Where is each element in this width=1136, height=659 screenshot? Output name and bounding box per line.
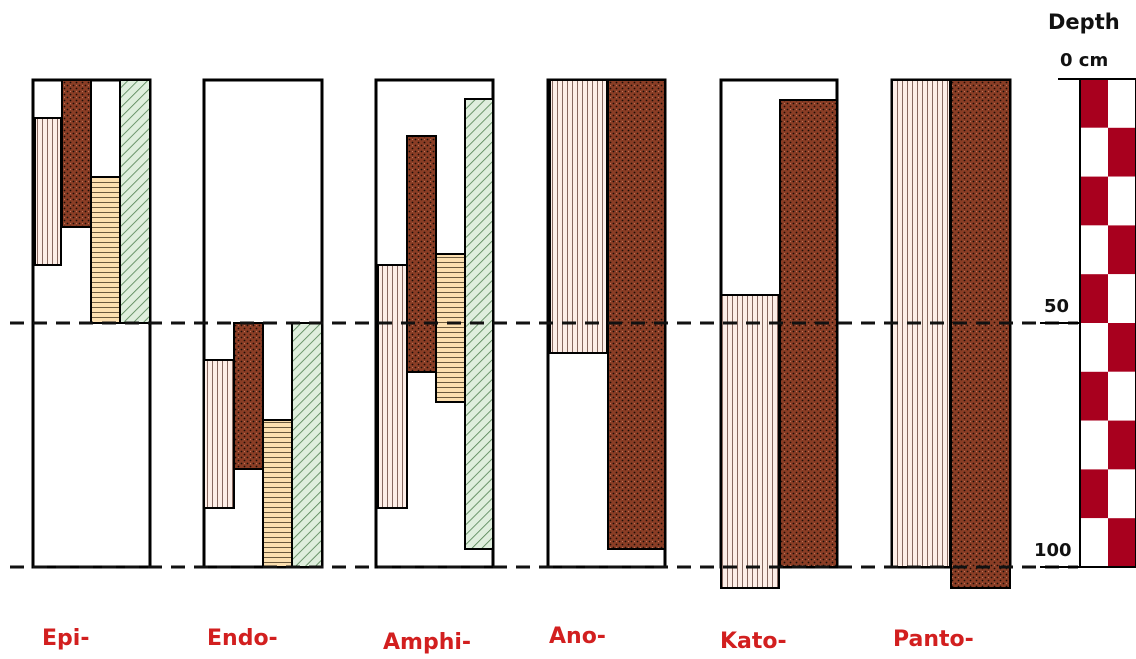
scale-cell-white	[1080, 225, 1108, 275]
scale-cell-red	[1080, 79, 1108, 128]
horizontal-lined-bar	[90, 176, 121, 324]
horizontal-lined-bar	[262, 419, 293, 568]
depth-title: Depth	[1048, 10, 1120, 34]
depth-label-0cm: 0 cm	[1060, 50, 1109, 71]
dotted-bar	[950, 79, 1011, 589]
vertical-lined-bar	[720, 294, 780, 589]
dotted-bar	[233, 322, 264, 470]
vertical-lined-bar	[377, 264, 408, 509]
label-endo: Endo-	[207, 626, 278, 651]
label-panto: Panto-	[893, 627, 974, 652]
dotted-bar	[779, 99, 838, 568]
scale-cell-red	[1108, 518, 1136, 567]
depth-label-50: 50	[1044, 296, 1070, 317]
vertical-lined-bar	[549, 79, 608, 354]
profile-panto	[890, 78, 1012, 589]
scale-cell-white	[1108, 176, 1136, 226]
label-amphi: Amphi-	[383, 630, 472, 655]
scale-cell-white	[1108, 469, 1136, 519]
scale-cell-red	[1108, 323, 1136, 372]
scale-cell-red	[1080, 371, 1108, 421]
dotted-bar	[406, 135, 437, 373]
depth-scale-bar	[1079, 78, 1136, 568]
scale-cell-red	[1108, 420, 1136, 470]
vertical-lined-bar	[203, 359, 235, 509]
scale-cell-red	[1108, 225, 1136, 275]
scale-cell-white	[1080, 420, 1108, 470]
scale-cell-red	[1080, 274, 1108, 323]
horizontal-lined-bar	[435, 253, 466, 403]
hatched-bar	[291, 322, 323, 568]
vertical-lined-bar	[34, 117, 62, 266]
scale-cell-white	[1108, 371, 1136, 421]
label-kato: Kato-	[720, 629, 787, 654]
dotted-bar	[61, 79, 92, 228]
scale-cell-white	[1080, 323, 1108, 372]
profile-kato	[719, 78, 839, 589]
dotted-bar	[607, 79, 666, 550]
scale-cell-white	[1080, 127, 1108, 177]
scale-cell-red	[1080, 469, 1108, 519]
hatched-bar	[119, 79, 151, 324]
label-ano: Ano-	[549, 624, 606, 649]
depth-label-100: 100	[1034, 540, 1072, 561]
label-epi: Epi-	[42, 626, 90, 651]
scale-cell-red	[1108, 127, 1136, 177]
scale-cell-white	[1108, 79, 1136, 128]
scale-cell-red	[1080, 176, 1108, 226]
scale-cell-white	[1080, 518, 1108, 567]
scale-cell-white	[1108, 274, 1136, 323]
